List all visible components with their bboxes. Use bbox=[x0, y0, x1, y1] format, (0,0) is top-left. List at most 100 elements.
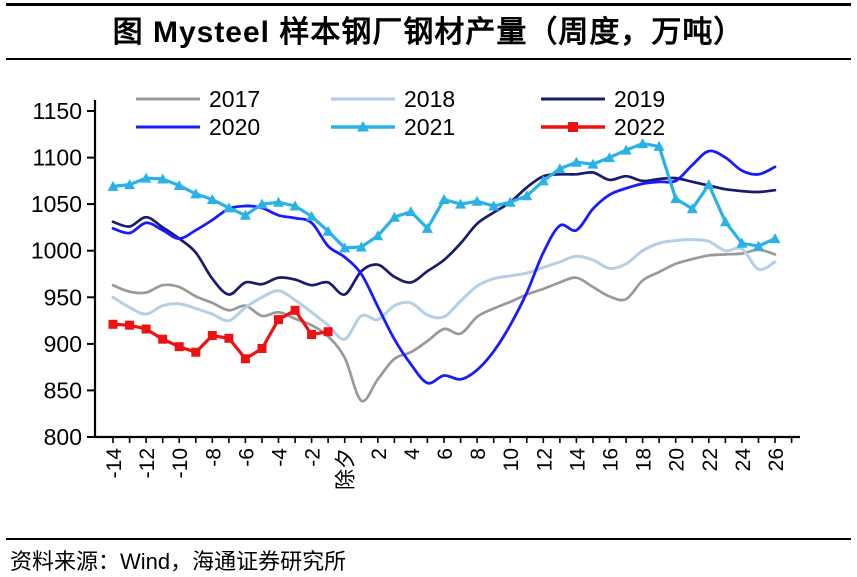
triangle-marker bbox=[686, 203, 698, 214]
triangle-marker bbox=[488, 200, 500, 211]
y-tick-label: 1150 bbox=[33, 98, 82, 124]
y-tick-label: 1000 bbox=[31, 238, 82, 264]
triangle-marker bbox=[223, 202, 235, 213]
title-divider bbox=[6, 58, 851, 60]
triangle-marker bbox=[769, 233, 781, 244]
x-tick-label: 12 bbox=[533, 448, 556, 471]
triangle-marker bbox=[703, 179, 715, 190]
triangle-marker bbox=[405, 206, 417, 217]
x-tick-label: -10 bbox=[169, 448, 192, 478]
legend-item-2019: 2019 bbox=[540, 86, 665, 112]
legend-item-2021: 2021 bbox=[330, 114, 455, 140]
square-marker bbox=[108, 319, 118, 329]
y-tick-label: 1100 bbox=[33, 145, 82, 171]
legend-swatch-2020 bbox=[136, 125, 200, 129]
triangle-marker bbox=[438, 194, 450, 204]
triangle-marker bbox=[239, 209, 251, 220]
legend-swatch-2019 bbox=[541, 97, 605, 101]
triangle-marker bbox=[570, 156, 582, 167]
x-tick-label: 6 bbox=[434, 448, 457, 460]
x-tick-label: -4 bbox=[269, 448, 292, 467]
legend-swatch-2021 bbox=[331, 121, 395, 132]
triangle-marker bbox=[372, 230, 384, 241]
square-marker bbox=[290, 305, 300, 315]
triangle-marker bbox=[140, 172, 152, 183]
x-tick-label: 26 bbox=[765, 448, 788, 471]
x-tick-label: 18 bbox=[633, 448, 656, 471]
x-tick-label: -14 bbox=[103, 448, 126, 479]
y-tick-label: 950 bbox=[44, 284, 82, 310]
square-marker bbox=[191, 347, 201, 357]
legend-label-2017: 2017 bbox=[209, 86, 261, 112]
triangle-marker bbox=[256, 198, 268, 209]
triangle-marker bbox=[388, 211, 400, 222]
series-line-2019 bbox=[111, 170, 777, 296]
y-tick-label: 900 bbox=[44, 331, 82, 357]
series-line-2018 bbox=[111, 237, 777, 341]
square-marker bbox=[141, 324, 151, 334]
triangle-marker bbox=[719, 216, 731, 227]
triangle-marker bbox=[753, 240, 764, 251]
triangle-marker bbox=[306, 210, 318, 221]
x-tick-label: -6 bbox=[235, 448, 258, 467]
square-marker bbox=[240, 354, 250, 364]
triangle-marker bbox=[670, 193, 682, 204]
legend-item-2022: 2022 bbox=[540, 114, 665, 140]
triangle-marker bbox=[521, 190, 533, 201]
triangle-marker bbox=[736, 237, 748, 248]
triangle-marker bbox=[289, 200, 301, 211]
x-tick-label: 2 bbox=[368, 448, 391, 460]
triangle-marker bbox=[637, 138, 649, 149]
square-marker bbox=[307, 330, 317, 339]
x-tick-label: 20 bbox=[666, 448, 689, 471]
legend-label-2020: 2020 bbox=[209, 114, 261, 140]
top-divider bbox=[6, 3, 851, 6]
triangle-marker bbox=[421, 222, 433, 233]
series-line-2017 bbox=[111, 248, 777, 403]
series-line-2020 bbox=[111, 149, 777, 385]
triangle-marker bbox=[173, 180, 185, 190]
triangle-marker bbox=[273, 196, 284, 207]
triangle-marker bbox=[124, 179, 136, 190]
triangle-marker bbox=[537, 175, 549, 186]
legend-item-2017: 2017 bbox=[135, 86, 260, 112]
triangle-marker bbox=[157, 173, 169, 184]
square-marker bbox=[224, 333, 234, 343]
triangle-marker bbox=[190, 188, 202, 199]
triangle-marker bbox=[322, 225, 334, 236]
triangle-marker bbox=[339, 242, 351, 253]
x-tick-label: 22 bbox=[699, 448, 722, 471]
square-marker bbox=[158, 334, 168, 344]
figure-title: 图 Mysteel 样本钢厂钢材产量（周度，万吨） bbox=[112, 16, 745, 49]
x-tick-label: 4 bbox=[401, 448, 424, 460]
triangle-marker bbox=[206, 194, 218, 204]
triangle-marker bbox=[604, 152, 615, 163]
legend-swatch-2022 bbox=[541, 122, 605, 132]
legend-label-2019: 2019 bbox=[614, 86, 666, 112]
legend-label-2018: 2018 bbox=[404, 86, 456, 112]
x-tick-label: 8 bbox=[467, 448, 490, 460]
square-marker bbox=[125, 320, 135, 330]
x-tick-label: 16 bbox=[600, 448, 623, 471]
x-tick-label: 除夕 bbox=[335, 448, 358, 490]
triangle-marker bbox=[355, 241, 367, 252]
square-marker bbox=[174, 342, 184, 352]
x-tick-label: -8 bbox=[202, 448, 225, 467]
triangle-marker bbox=[455, 198, 467, 209]
source-divider bbox=[6, 538, 851, 540]
legend-swatch-2018 bbox=[331, 97, 395, 101]
legend-label-2021: 2021 bbox=[404, 114, 456, 140]
y-tick-label: 800 bbox=[44, 424, 82, 450]
square-marker bbox=[323, 327, 333, 337]
triangle-marker bbox=[587, 158, 599, 169]
x-tick-label: -12 bbox=[136, 448, 159, 478]
y-tick-label: 850 bbox=[44, 377, 82, 403]
x-tick-label: 24 bbox=[732, 448, 755, 472]
square-marker bbox=[274, 315, 283, 325]
triangle-marker bbox=[620, 144, 632, 155]
triangle-marker bbox=[107, 180, 119, 191]
square-marker bbox=[207, 331, 217, 340]
x-tick-label: 10 bbox=[500, 448, 523, 471]
